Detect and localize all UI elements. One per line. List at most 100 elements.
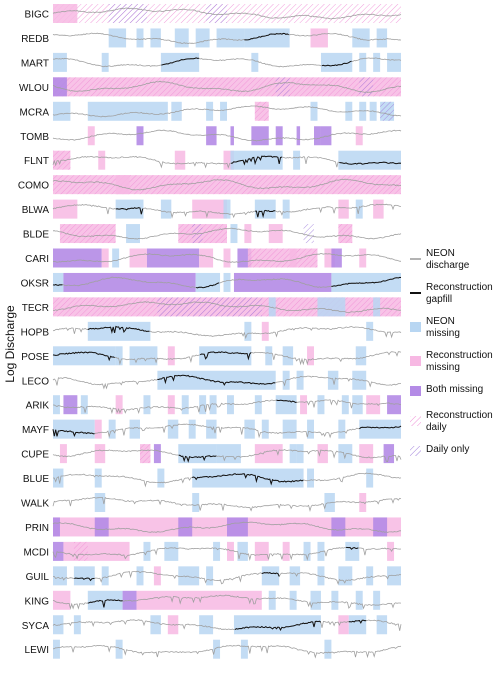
- gap-segment-daily-only-hatch: [157, 297, 262, 317]
- reconstruction-gapfill-line: [276, 399, 297, 403]
- site-panel-lewi: LEWI: [25, 639, 402, 659]
- site-panel-wlou: WLOU: [19, 77, 402, 97]
- legend-label-line: Both missing: [426, 384, 483, 395]
- gap-segment-neon-missing: [275, 395, 297, 415]
- gap-segment-neon-missing: [167, 419, 179, 439]
- legend-swatch: [410, 416, 421, 426]
- site-panel-guil: GUIL: [26, 566, 402, 586]
- gap-segment-neon-missing: [338, 419, 346, 439]
- site-panel-blde: BLDE: [23, 224, 402, 244]
- site-panel-king: KING: [25, 590, 402, 610]
- neon-discharge-line: [52, 644, 402, 659]
- gap-segment-neon-missing: [338, 150, 401, 170]
- gap-segment-daily-only-hatch: [275, 77, 290, 97]
- reconstruction-gapfill-line: [52, 429, 95, 438]
- gap-segment-recon-missing: [101, 248, 109, 268]
- gap-segment-neon-missing: [53, 346, 116, 366]
- neon-discharge-line: [53, 399, 402, 415]
- gap-segment-recon-missing: [223, 248, 231, 268]
- neon-discharge-line: [52, 449, 402, 463]
- gap-segment-recon-daily-hatch: [59, 224, 116, 244]
- gap-segment-neon-missing: [303, 541, 311, 561]
- gap-segment-neon-missing: [220, 101, 227, 121]
- reconstruction-gapfill-line: [321, 60, 352, 67]
- gap-segment-neon-missing: [94, 493, 106, 512]
- site-label: KING: [25, 596, 50, 607]
- gap-segment-neon-missing: [261, 419, 269, 439]
- neon-discharge-line: [52, 546, 402, 561]
- gap-segment-recon-missing: [174, 150, 186, 170]
- site-label: TOMB: [20, 132, 49, 143]
- gap-segment-both-missing: [296, 126, 301, 146]
- gap-segment-recon-missing: [192, 199, 227, 219]
- gap-segment-neon-missing: [223, 272, 231, 292]
- gap-segment-neon-missing: [192, 468, 304, 488]
- gap-segment-recon-daily-hatch: [254, 101, 269, 121]
- reconstruction-gapfill-line: [199, 351, 252, 361]
- neon-discharge-line: [52, 423, 402, 439]
- site-panel-tecr: TECR: [22, 297, 402, 317]
- site-panel-bigc: BIGC: [25, 4, 402, 23]
- site-label: CARI: [25, 254, 49, 265]
- gap-segment-neon-missing: [209, 395, 217, 415]
- gap-segment-neon-missing: [296, 370, 304, 390]
- gap-segment-neon-missing: [373, 297, 381, 317]
- gap-segment-recon-daily-hatch: [53, 77, 401, 97]
- gap-segment-neon-missing: [80, 395, 88, 415]
- reconstruction-gapfill-line: [157, 374, 276, 386]
- gap-segment-neon-missing: [87, 101, 168, 121]
- gap-segment-recon-missing: [317, 444, 328, 464]
- site-panel-blwa: BLWA: [22, 199, 401, 219]
- reconstruction-gapfill-line: [178, 454, 217, 463]
- gap-segment-neon-missing: [289, 590, 297, 610]
- neon-discharge-line: [52, 7, 402, 20]
- gap-segment-neon-missing: [373, 590, 381, 610]
- gap-segment-recon-missing: [167, 346, 175, 366]
- gap-segment-neon-missing: [352, 28, 370, 48]
- gap-segment-neon-missing: [230, 224, 238, 244]
- gap-segment-neon-missing: [376, 28, 388, 48]
- neon-discharge-line: [52, 253, 402, 263]
- gap-segment-recon-daily-hatch: [140, 444, 151, 464]
- site-panel-mayf: MAYF: [22, 419, 402, 439]
- site-panel-prin: PRIN: [25, 517, 401, 537]
- site-label: ARIK: [26, 401, 50, 412]
- gap-segment-neon-missing: [355, 590, 363, 610]
- neon-discharge-line: [52, 80, 402, 93]
- legend-label: Daily only: [426, 444, 469, 455]
- legend-label: Reconstruction daily: [426, 410, 493, 433]
- gap-segment-neon-missing: [223, 199, 231, 219]
- gap-segment-recon-missing: [359, 444, 374, 464]
- gap-segment-recon-missing: [261, 321, 269, 341]
- gap-segment-neon-missing: [282, 346, 294, 366]
- legend-label-line: gapfill: [426, 294, 452, 305]
- gap-segment-recon-missing: [115, 395, 123, 415]
- reconstruction-gapfill-line: [52, 283, 63, 286]
- reconstruction-gapfill-line: [74, 577, 95, 582]
- gap-segment-neon-missing: [136, 566, 144, 586]
- gap-segment-neon-missing: [101, 566, 109, 586]
- gap-segment-neon-missing: [324, 639, 332, 659]
- gap-segment-recon-missing: [355, 126, 363, 146]
- gap-segment-neon-missing: [307, 419, 314, 439]
- gap-segment-neon-missing: [150, 615, 161, 635]
- gap-segment-both-missing: [320, 126, 332, 146]
- gap-segment-neon-missing: [320, 52, 353, 72]
- gap-segment-neon-missing: [73, 566, 95, 586]
- gap-segment-neon-missing: [310, 590, 321, 610]
- gap-segment-daily-only-hatch: [108, 4, 147, 23]
- gap-segment-both-missing: [53, 541, 64, 561]
- reconstruction-gapfill-line: [255, 209, 276, 219]
- site-label: COMO: [18, 181, 49, 192]
- site-label: REDB: [21, 34, 49, 45]
- gap-segment-neon-missing: [366, 321, 374, 341]
- gap-segment-neon-missing: [345, 541, 360, 561]
- legend-label-line: Reconstruction: [426, 410, 493, 421]
- gap-segment-recon-missing: [53, 199, 78, 219]
- gap-segment-neon-missing: [73, 615, 81, 635]
- gap-segment-both-missing: [206, 126, 217, 146]
- gap-segment-both-missing: [63, 395, 78, 415]
- site-label: SYCA: [22, 621, 50, 632]
- gap-segment-recon-missing: [387, 541, 395, 561]
- gap-segment-neon-missing: [293, 150, 301, 170]
